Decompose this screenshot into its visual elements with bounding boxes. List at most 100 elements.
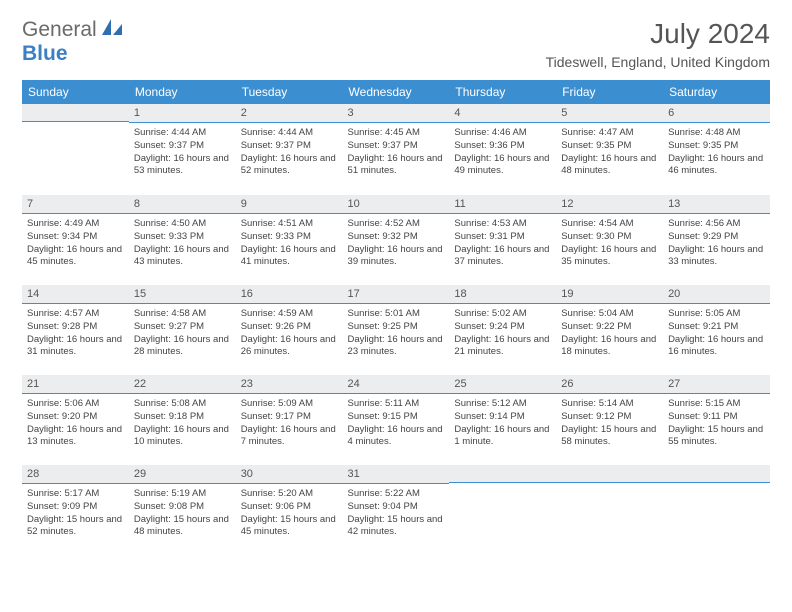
calendar-day [663, 464, 770, 554]
day-number: 8 [129, 195, 236, 214]
day-header: Saturday [663, 80, 770, 104]
calendar-day: 13Sunrise: 4:56 AM Sunset: 9:29 PM Dayli… [663, 194, 770, 284]
day-details: Sunrise: 5:11 AM Sunset: 9:15 PM Dayligh… [343, 394, 450, 453]
calendar-day: 17Sunrise: 5:01 AM Sunset: 9:25 PM Dayli… [343, 284, 450, 374]
calendar-day: 19Sunrise: 5:04 AM Sunset: 9:22 PM Dayli… [556, 284, 663, 374]
title-block: July 2024 Tideswell, England, United Kin… [546, 18, 770, 70]
day-details: Sunrise: 4:45 AM Sunset: 9:37 PM Dayligh… [343, 123, 450, 182]
calendar-day: 1Sunrise: 4:44 AM Sunset: 9:37 PM Daylig… [129, 104, 236, 194]
header-row: General Blue July 2024 Tideswell, Englan… [22, 18, 770, 70]
day-number: 13 [663, 195, 770, 214]
day-details: Sunrise: 4:50 AM Sunset: 9:33 PM Dayligh… [129, 214, 236, 273]
day-number: 24 [343, 375, 450, 394]
day-number: 29 [129, 465, 236, 484]
day-header: Thursday [449, 80, 556, 104]
day-number: 17 [343, 285, 450, 304]
day-details: Sunrise: 4:47 AM Sunset: 9:35 PM Dayligh… [556, 123, 663, 182]
day-details: Sunrise: 4:58 AM Sunset: 9:27 PM Dayligh… [129, 304, 236, 363]
day-number: 20 [663, 285, 770, 304]
calendar-day: 28Sunrise: 5:17 AM Sunset: 9:09 PM Dayli… [22, 464, 129, 554]
calendar-day: 22Sunrise: 5:08 AM Sunset: 9:18 PM Dayli… [129, 374, 236, 464]
calendar-day: 20Sunrise: 5:05 AM Sunset: 9:21 PM Dayli… [663, 284, 770, 374]
day-number: 4 [449, 104, 556, 123]
calendar-week: 1Sunrise: 4:44 AM Sunset: 9:37 PM Daylig… [22, 104, 770, 194]
day-header: Friday [556, 80, 663, 104]
calendar-day: 24Sunrise: 5:11 AM Sunset: 9:15 PM Dayli… [343, 374, 450, 464]
calendar-week: 14Sunrise: 4:57 AM Sunset: 9:28 PM Dayli… [22, 284, 770, 374]
calendar-week: 28Sunrise: 5:17 AM Sunset: 9:09 PM Dayli… [22, 464, 770, 554]
day-number: 27 [663, 375, 770, 394]
logo-sail-icon [101, 23, 123, 40]
day-header: Tuesday [236, 80, 343, 104]
calendar-day: 15Sunrise: 4:58 AM Sunset: 9:27 PM Dayli… [129, 284, 236, 374]
day-header: Monday [129, 80, 236, 104]
day-number: 22 [129, 375, 236, 394]
calendar-day: 3Sunrise: 4:45 AM Sunset: 9:37 PM Daylig… [343, 104, 450, 194]
day-number: 30 [236, 465, 343, 484]
day-details: Sunrise: 5:04 AM Sunset: 9:22 PM Dayligh… [556, 304, 663, 363]
day-number: 14 [22, 285, 129, 304]
day-details: Sunrise: 4:44 AM Sunset: 9:37 PM Dayligh… [236, 123, 343, 182]
day-details: Sunrise: 4:52 AM Sunset: 9:32 PM Dayligh… [343, 214, 450, 273]
day-number: 7 [22, 195, 129, 214]
day-number: 6 [663, 104, 770, 123]
calendar-week: 21Sunrise: 5:06 AM Sunset: 9:20 PM Dayli… [22, 374, 770, 464]
day-details: Sunrise: 5:12 AM Sunset: 9:14 PM Dayligh… [449, 394, 556, 453]
day-number: 18 [449, 285, 556, 304]
day-number: 12 [556, 195, 663, 214]
calendar-day: 16Sunrise: 4:59 AM Sunset: 9:26 PM Dayli… [236, 284, 343, 374]
day-number: 23 [236, 375, 343, 394]
calendar-day: 26Sunrise: 5:14 AM Sunset: 9:12 PM Dayli… [556, 374, 663, 464]
calendar-day: 29Sunrise: 5:19 AM Sunset: 9:08 PM Dayli… [129, 464, 236, 554]
day-details: Sunrise: 5:19 AM Sunset: 9:08 PM Dayligh… [129, 484, 236, 543]
calendar-day: 6Sunrise: 4:48 AM Sunset: 9:35 PM Daylig… [663, 104, 770, 194]
logo: General Blue [22, 18, 123, 66]
calendar-day: 21Sunrise: 5:06 AM Sunset: 9:20 PM Dayli… [22, 374, 129, 464]
day-number: 26 [556, 375, 663, 394]
calendar-day [449, 464, 556, 554]
day-details: Sunrise: 5:20 AM Sunset: 9:06 PM Dayligh… [236, 484, 343, 543]
calendar-day: 8Sunrise: 4:50 AM Sunset: 9:33 PM Daylig… [129, 194, 236, 284]
day-details: Sunrise: 4:48 AM Sunset: 9:35 PM Dayligh… [663, 123, 770, 182]
calendar-day: 27Sunrise: 5:15 AM Sunset: 9:11 PM Dayli… [663, 374, 770, 464]
day-details: Sunrise: 4:49 AM Sunset: 9:34 PM Dayligh… [22, 214, 129, 273]
day-details: Sunrise: 5:02 AM Sunset: 9:24 PM Dayligh… [449, 304, 556, 363]
calendar-day: 18Sunrise: 5:02 AM Sunset: 9:24 PM Dayli… [449, 284, 556, 374]
day-number: 3 [343, 104, 450, 123]
calendar-day: 2Sunrise: 4:44 AM Sunset: 9:37 PM Daylig… [236, 104, 343, 194]
day-details: Sunrise: 4:54 AM Sunset: 9:30 PM Dayligh… [556, 214, 663, 273]
calendar-day: 14Sunrise: 4:57 AM Sunset: 9:28 PM Dayli… [22, 284, 129, 374]
calendar-day: 23Sunrise: 5:09 AM Sunset: 9:17 PM Dayli… [236, 374, 343, 464]
day-details: Sunrise: 5:09 AM Sunset: 9:17 PM Dayligh… [236, 394, 343, 453]
day-number: 10 [343, 195, 450, 214]
day-details: Sunrise: 5:22 AM Sunset: 9:04 PM Dayligh… [343, 484, 450, 543]
day-details: Sunrise: 4:57 AM Sunset: 9:28 PM Dayligh… [22, 304, 129, 363]
logo-word-general: General [22, 18, 97, 41]
day-details: Sunrise: 5:15 AM Sunset: 9:11 PM Dayligh… [663, 394, 770, 453]
logo-text: General Blue [22, 18, 123, 66]
calendar-week: 7Sunrise: 4:49 AM Sunset: 9:34 PM Daylig… [22, 194, 770, 284]
calendar-day: 31Sunrise: 5:22 AM Sunset: 9:04 PM Dayli… [343, 464, 450, 554]
calendar-day: 30Sunrise: 5:20 AM Sunset: 9:06 PM Dayli… [236, 464, 343, 554]
calendar-day: 4Sunrise: 4:46 AM Sunset: 9:36 PM Daylig… [449, 104, 556, 194]
day-details: Sunrise: 5:14 AM Sunset: 9:12 PM Dayligh… [556, 394, 663, 453]
day-details: Sunrise: 5:01 AM Sunset: 9:25 PM Dayligh… [343, 304, 450, 363]
day-number: 11 [449, 195, 556, 214]
day-number: 28 [22, 465, 129, 484]
calendar-head: SundayMondayTuesdayWednesdayThursdayFrid… [22, 80, 770, 104]
day-number: 25 [449, 375, 556, 394]
location: Tideswell, England, United Kingdom [546, 54, 770, 70]
day-header: Wednesday [343, 80, 450, 104]
logo-word-blue: Blue [22, 42, 68, 65]
calendar-day: 12Sunrise: 4:54 AM Sunset: 9:30 PM Dayli… [556, 194, 663, 284]
calendar-day: 11Sunrise: 4:53 AM Sunset: 9:31 PM Dayli… [449, 194, 556, 284]
day-details: Sunrise: 4:53 AM Sunset: 9:31 PM Dayligh… [449, 214, 556, 273]
calendar-table: SundayMondayTuesdayWednesdayThursdayFrid… [22, 80, 770, 555]
day-number: 5 [556, 104, 663, 123]
calendar-day: 10Sunrise: 4:52 AM Sunset: 9:32 PM Dayli… [343, 194, 450, 284]
day-details: Sunrise: 4:51 AM Sunset: 9:33 PM Dayligh… [236, 214, 343, 273]
day-details: Sunrise: 4:56 AM Sunset: 9:29 PM Dayligh… [663, 214, 770, 273]
day-details: Sunrise: 4:46 AM Sunset: 9:36 PM Dayligh… [449, 123, 556, 182]
day-details: Sunrise: 4:59 AM Sunset: 9:26 PM Dayligh… [236, 304, 343, 363]
day-number: 15 [129, 285, 236, 304]
